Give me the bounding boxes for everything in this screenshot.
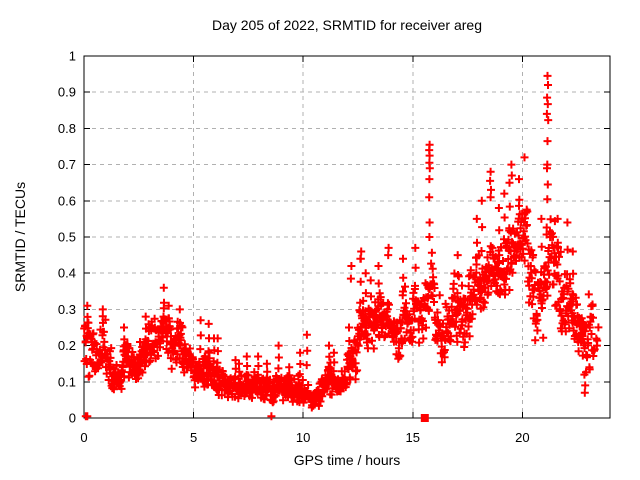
tick-marks: [83, 55, 610, 419]
tick-labels: 0 5 10 15 20 0 0.1 0.2 0.3 0.4 0.5 0.6 0.7 0.8 0.9 1: [58, 49, 530, 446]
x-tick-label: 10: [296, 430, 310, 445]
y-tick-label: 0.5: [58, 230, 76, 245]
y-tick-label: 0.9: [58, 85, 76, 100]
x-tick-label: 5: [190, 430, 197, 445]
x-axis-label: GPS time / hours: [293, 452, 401, 468]
x-tick-label: 0: [80, 430, 87, 445]
y-tick-label: 0: [69, 411, 76, 426]
axis-square-marker: [420, 414, 429, 422]
y-tick-label: 1: [69, 49, 76, 64]
x-tick-label: 20: [515, 430, 529, 445]
y-tick-label: 0.2: [58, 338, 76, 353]
y-tick-label: 0.7: [58, 157, 76, 172]
y-tick-label: 0.3: [58, 302, 76, 317]
y-tick-label: 0.8: [58, 121, 76, 136]
scatter-points: [80, 71, 603, 421]
y-tick-label: 0.1: [58, 374, 76, 389]
y-tick-label: 0.6: [58, 193, 76, 208]
y-tick-label: 0.4: [58, 266, 76, 281]
chart-title: Day 205 of 2022, SRMTID for receiver are…: [211, 17, 482, 33]
x-tick-label: 15: [406, 430, 420, 445]
